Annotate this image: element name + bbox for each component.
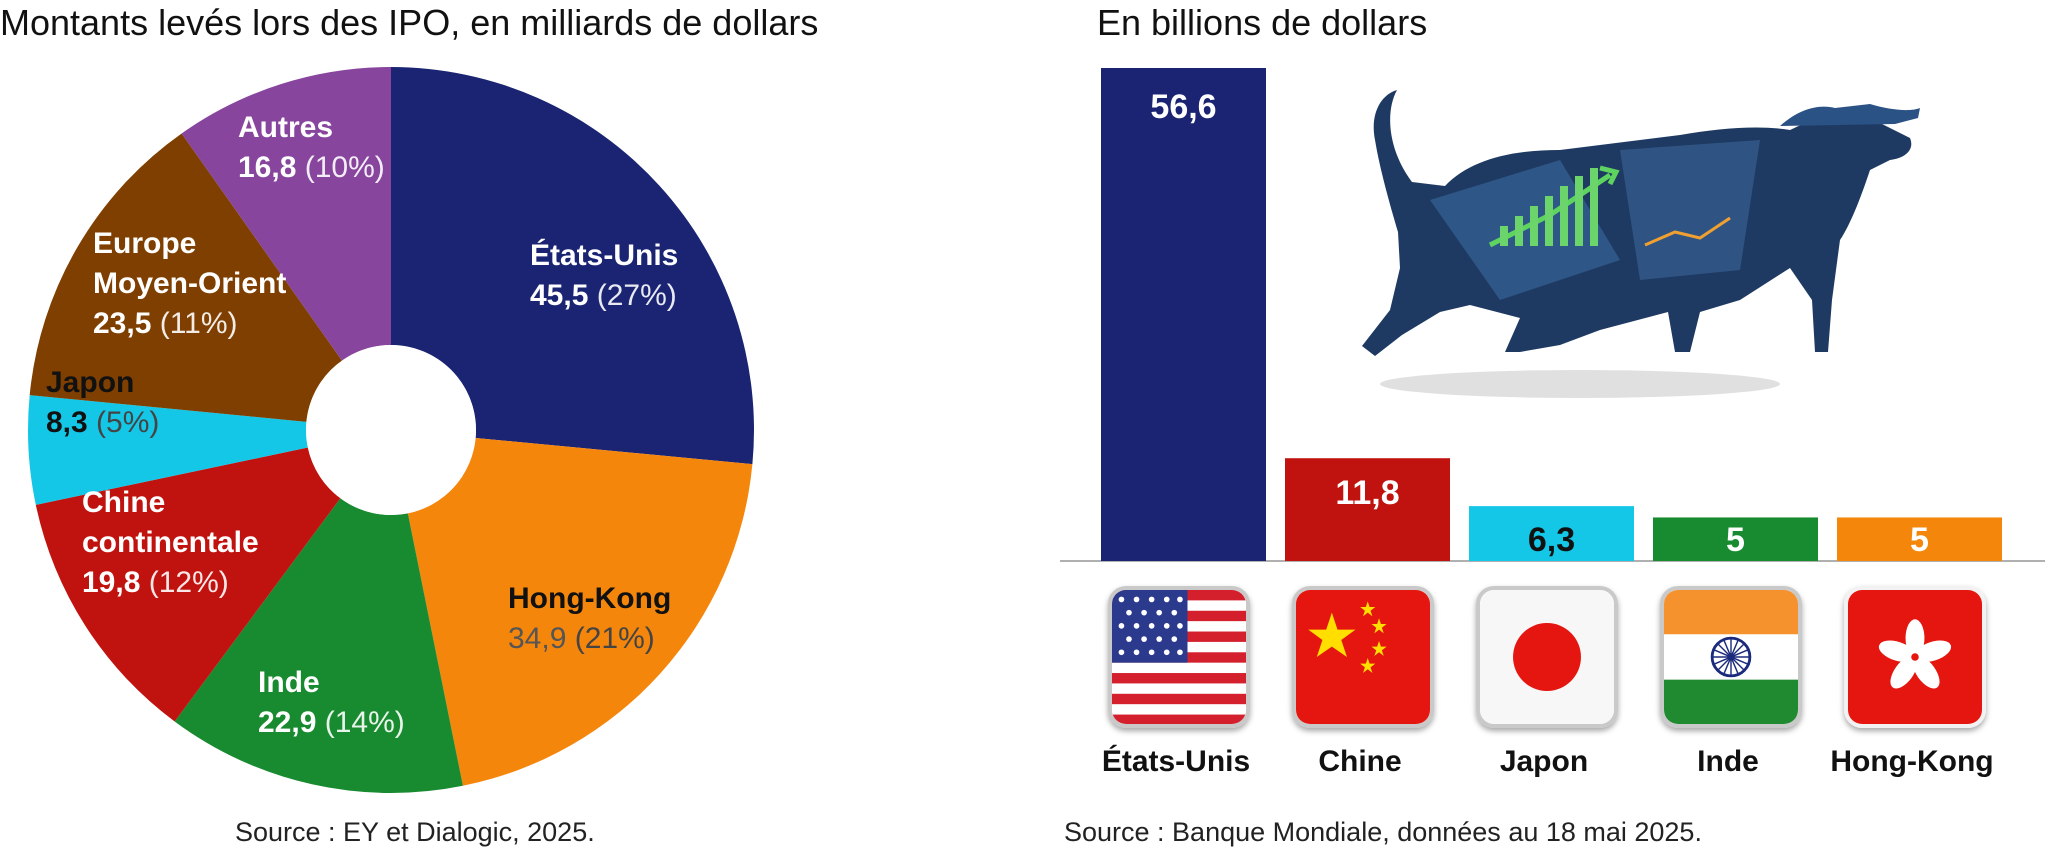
pie-label-europe-moyen-orient: Europe Moyen-Orient 23,5 (11%) — [93, 227, 286, 340]
pie-category-label: Japon — [46, 366, 134, 399]
pie-value-label: 22,9 (14%) — [258, 706, 405, 739]
bull-illustration-icon — [1362, 90, 1920, 398]
pie-category-label: Autres — [238, 111, 333, 144]
pie-value-label: 8,3 (5%) — [46, 406, 159, 439]
china-flag-icon — [1292, 586, 1434, 728]
pie-category-label: Chine — [82, 486, 165, 519]
hong-kong-flag-icon — [1844, 586, 1986, 728]
japan-flag-icon — [1476, 586, 1618, 728]
pie-slice-japon — [27, 395, 308, 505]
country-label-hong-kong: Hong-Kong — [1830, 745, 1994, 778]
pie-slice-europe-moyen-orient — [29, 133, 342, 422]
pie-category-label: Moyen-Orient — [93, 267, 286, 300]
pie-value-label: 34,9 (21%) — [508, 622, 655, 655]
india-flag-icon — [1660, 586, 1802, 728]
bar-value-label: 5 — [1726, 521, 1745, 559]
pie-category-label: États-Unis — [530, 238, 678, 272]
bar-value-label: 5 — [1910, 521, 1929, 559]
country-label-india: Inde — [1697, 745, 1759, 778]
pie-value-label: 19,8 (12%) — [82, 566, 229, 599]
pie-label-inde: Inde 22,9 (14%) — [258, 666, 405, 739]
bar-value-label: 56,6 — [1150, 88, 1216, 126]
bar-inde — [1653, 517, 1818, 561]
pie-category-label: Hong-Kong — [508, 582, 671, 615]
country-label-japan: Japon — [1499, 745, 1589, 778]
bar-chine — [1285, 458, 1450, 561]
donut-chart: États-Unis 45,5 (27%) Hong-Kong 34,9 (21%) I… — [27, 66, 755, 793]
pie-slice-autres — [181, 66, 391, 361]
pie-label-autres: Autres 16,8 (10%) — [238, 111, 385, 184]
bar-value-label: 11,8 — [1335, 474, 1399, 512]
pie-category-label: Europe — [93, 227, 196, 260]
pie-value-label: 23,5 (11%) — [93, 307, 238, 340]
right-chart-title: En billions de dollars — [1097, 2, 1428, 43]
pie-value-label: 45,5 (27%) — [530, 279, 677, 312]
bar-japon — [1469, 506, 1634, 561]
left-chart-source: Source : EY et Dialogic, 2025. — [235, 817, 595, 847]
pie-label-chine-continentale: Chine continentale 19,8 (12%) — [82, 486, 259, 599]
pie-label-hong-kong: Hong-Kong 34,9 (21%) — [508, 582, 671, 655]
pie-value-label: 16,8 (10%) — [238, 151, 385, 184]
pie-label-japon: Japon 8,3 (5%) — [46, 366, 159, 439]
country-label-china: Chine — [1318, 745, 1402, 778]
left-chart-title: Montants levés lors des IPO, en milliard… — [0, 2, 819, 43]
pie-slice-chine-continentale — [35, 447, 341, 722]
bar-etats-unis — [1101, 68, 1266, 561]
right-chart-source: Source : Banque Mondiale, données au 18 … — [1064, 817, 1702, 847]
pie-slice-etats-unis — [391, 67, 755, 465]
pie-slice-hong-kong — [407, 437, 753, 786]
donut-hole — [306, 345, 476, 515]
usa-flag-icon — [1108, 586, 1250, 728]
country-label-usa: États-Unis — [1101, 745, 1251, 778]
pie-category-label: Inde — [258, 666, 320, 699]
pie-category-label: continentale — [82, 526, 259, 559]
pie-slice-inde — [174, 498, 463, 793]
bar-hong-kong — [1837, 517, 2002, 561]
pie-label-etats-unis: États-Unis 45,5 (27%) — [530, 238, 678, 312]
bar-value-label: 6,3 — [1528, 521, 1575, 559]
